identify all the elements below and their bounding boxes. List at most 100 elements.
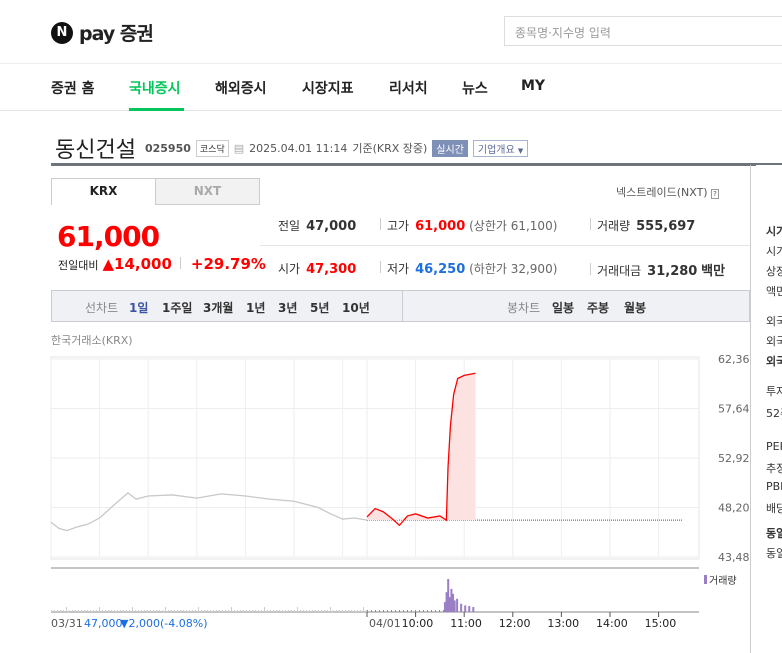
period-3m[interactable]: 3개월 (203, 301, 234, 315)
y-tick-label: 52,922 (718, 452, 750, 465)
stat-amount: 거래대금 31,280 백만 (590, 260, 725, 279)
volume-bar (201, 610, 202, 612)
volume-bar (460, 603, 463, 612)
volume-bar (472, 607, 475, 612)
help-icon: ? (711, 189, 719, 199)
volume-bar (153, 610, 154, 612)
volume-bar (276, 610, 277, 612)
volume-bar (431, 610, 432, 612)
volume-bar (383, 610, 384, 612)
side-item: 상장 (766, 265, 782, 278)
company-overview-button[interactable]: 기업개요 ▼ (472, 139, 529, 157)
volume-bar (407, 610, 408, 612)
x-tick-label: 10:00 (402, 617, 434, 630)
volume-bar (78, 610, 79, 612)
side-item: PBR (766, 480, 782, 493)
volume-bar (395, 610, 396, 612)
volume-bar (324, 610, 325, 612)
volume-bar (246, 610, 247, 612)
volume-bar (321, 610, 322, 612)
search-input[interactable]: 종목명·지수명 입력 (504, 16, 782, 46)
nav-domestic[interactable]: 국내증시 (129, 81, 181, 97)
nav-indicators[interactable]: 시장지표 (302, 81, 354, 97)
volume-bar (192, 610, 193, 612)
tab-krx[interactable]: KRX (51, 178, 156, 205)
period-5y[interactable]: 5년 (310, 301, 330, 315)
volume-bar (117, 610, 118, 612)
volume-bar (108, 610, 109, 612)
volume-bar (186, 610, 187, 612)
volume-bar (135, 610, 136, 612)
volume-bar (177, 610, 178, 612)
volume-bar (180, 610, 181, 612)
volume-bar (357, 610, 358, 612)
volume-bar (354, 610, 355, 612)
volume-bar (243, 610, 244, 612)
volume-bar (306, 610, 307, 612)
period-1d[interactable]: 1일 (129, 301, 149, 315)
period-1y[interactable]: 1년 (246, 301, 266, 315)
volume-bar (213, 610, 214, 612)
volume-bar (333, 610, 334, 612)
volume-bar (300, 610, 301, 612)
volume-bar (450, 588, 453, 612)
nav-research[interactable]: 리서치 (389, 81, 428, 97)
up-area (367, 373, 476, 521)
volume-bar (249, 610, 250, 612)
candle-monthly[interactable]: 월봉 (624, 301, 647, 315)
volume-bar (294, 610, 295, 612)
stat-volume: 거래량 555,697 (590, 217, 695, 234)
basis: 기준(KRX 장중) (352, 142, 428, 155)
volume-bar (258, 610, 259, 612)
volume-bar (66, 607, 67, 612)
period-10y[interactable]: 10년 (342, 301, 370, 315)
volume-bar (453, 600, 456, 612)
side-item: 외국 (766, 335, 782, 348)
y-tick-label: 62,360 (718, 353, 750, 366)
volume-bar (264, 607, 265, 612)
tab-nxt[interactable]: NXT (155, 178, 260, 205)
stat-prev: 전일 47,000 (278, 219, 357, 234)
stock-code: 025950 (144, 141, 191, 155)
side-item: 시가 (766, 245, 782, 258)
volume-bar (159, 610, 160, 612)
volume-bar (63, 610, 64, 612)
volume-bar (171, 610, 172, 612)
today-line (366, 372, 476, 527)
side-item: PER (766, 440, 782, 453)
volume-bar (231, 607, 232, 612)
volume-bar (69, 610, 70, 612)
volume-bar (443, 610, 444, 612)
volume-bar (439, 610, 440, 612)
volume-bar (452, 593, 455, 612)
volume-bar (261, 610, 262, 612)
x-tick-label: 14:00 (596, 617, 628, 630)
nav-home[interactable]: 증권 홈 (51, 81, 95, 97)
volume-bar (447, 579, 450, 612)
period-3y[interactable]: 3년 (278, 301, 298, 315)
volume-bar (207, 610, 208, 612)
nav-overseas[interactable]: 해외증시 (215, 81, 267, 97)
volume-bar (234, 610, 235, 612)
volume-bar (297, 607, 298, 612)
volume-bar (105, 610, 106, 612)
volume-bar (168, 610, 169, 612)
side-item: 외국 (766, 355, 782, 368)
volume-bar (126, 610, 127, 612)
volume-bar (423, 610, 424, 612)
nav-news[interactable]: 뉴스 (462, 81, 488, 97)
active-underline (129, 108, 184, 111)
volume-bar (309, 610, 310, 612)
volume-bar (411, 610, 412, 612)
candle-weekly[interactable]: 주봉 (587, 301, 610, 315)
volume-bar (75, 610, 76, 612)
candle-daily[interactable]: 일봉 (552, 301, 575, 315)
volume-bar (336, 610, 337, 612)
nxt-link[interactable]: 넥스트레이드(NXT) ? (616, 186, 719, 199)
period-1w[interactable]: 1주일 (162, 301, 193, 315)
nav-my[interactable]: MY (521, 78, 546, 94)
x-tick-label: 13:00 (547, 617, 579, 630)
realtime-badge[interactable]: 실시간 (432, 139, 468, 157)
chart-controls: 선차트 1일 1주일 3개월 1년 3년 5년 10년 봉차트 일봉 주봉 월봉 (51, 290, 750, 322)
